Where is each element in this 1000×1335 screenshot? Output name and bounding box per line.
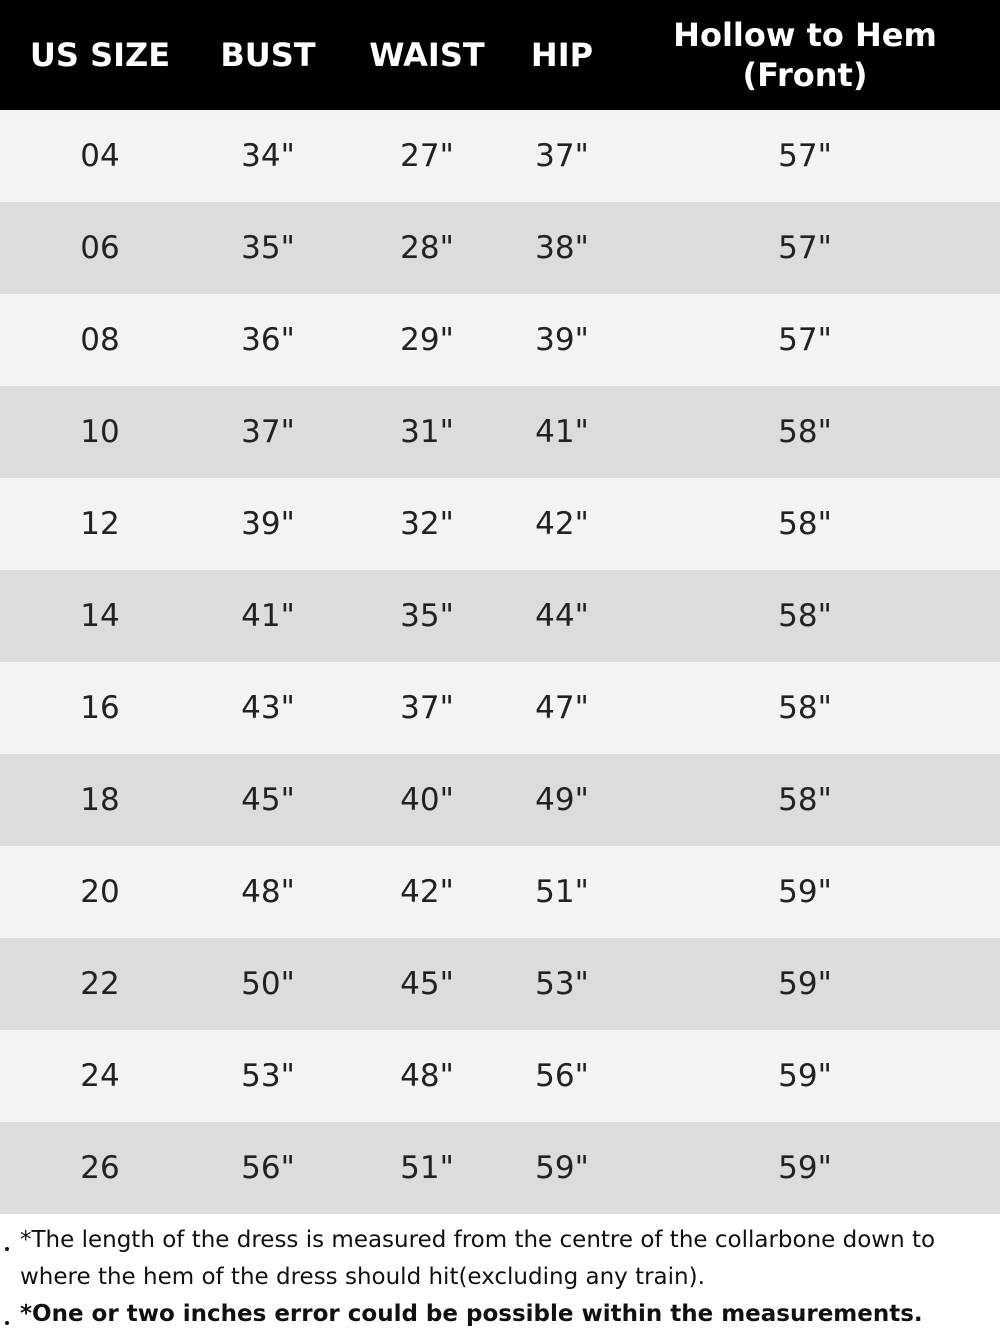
table-cell: 24 xyxy=(80,1058,120,1094)
table-row: 06 35" 28" 38" 57" xyxy=(0,202,1000,294)
table-cell: 42" xyxy=(400,874,454,910)
table-cell: 29" xyxy=(400,322,454,358)
table-cell: 26 xyxy=(80,1150,120,1186)
table-cell: 39" xyxy=(241,506,295,542)
table-cell: 14 xyxy=(80,598,120,634)
table-cell: 08 xyxy=(80,322,120,358)
table-cell: 56" xyxy=(241,1150,295,1186)
table-cell: 59" xyxy=(778,874,832,910)
header-cell: BUST xyxy=(220,36,316,74)
table-row: 18 45" 40" 49" 58" xyxy=(0,754,1000,846)
table-cell: 42" xyxy=(535,506,589,542)
table-cell: 37" xyxy=(241,414,295,450)
header-cell: Hollow to Hem (Front) xyxy=(673,16,937,94)
table-cell: 44" xyxy=(535,598,589,634)
notes: *The length of the dress is measured fro… xyxy=(0,1222,1000,1333)
table-cell: 57" xyxy=(778,322,832,358)
table-cell: 59" xyxy=(535,1150,589,1186)
table-row: 26 56" 51" 59" 59" xyxy=(0,1122,1000,1214)
note: *One or two inches error could be possib… xyxy=(0,1296,960,1333)
table-cell: 43" xyxy=(241,690,295,726)
note-text: *One or two inches error could be possib… xyxy=(20,1301,923,1327)
table-row: 24 53" 48" 56" 59" xyxy=(0,1030,1000,1122)
table-cell: 53" xyxy=(241,1058,295,1094)
table-row: 08 36" 29" 39" 57" xyxy=(0,294,1000,386)
table-cell: 50" xyxy=(241,966,295,1002)
table-cell: 45" xyxy=(400,966,454,1002)
note: *The length of the dress is measured fro… xyxy=(0,1222,960,1296)
table-cell: 35" xyxy=(400,598,454,634)
table-cell: 51" xyxy=(400,1150,454,1186)
header-cell: WAIST xyxy=(369,36,485,74)
table-row: 12 39" 32" 42" 58" xyxy=(0,478,1000,570)
table-cell: 39" xyxy=(535,322,589,358)
table-cell: 48" xyxy=(241,874,295,910)
table-cell: 04 xyxy=(80,138,120,174)
table-cell: 32" xyxy=(400,506,454,542)
table-cell: 31" xyxy=(400,414,454,450)
table-cell: 35" xyxy=(241,230,295,266)
table-cell: 58" xyxy=(778,690,832,726)
table-cell: 34" xyxy=(241,138,295,174)
table-cell: 18 xyxy=(80,782,120,818)
header-cell: HIP xyxy=(530,36,594,74)
table-row: 22 50" 45" 53" 59" xyxy=(0,938,1000,1030)
table-cell: 10 xyxy=(80,414,120,450)
table-row: 10 37" 31" 41" 58" xyxy=(0,386,1000,478)
table-cell: 41" xyxy=(535,414,589,450)
table-cell: 58" xyxy=(778,414,832,450)
table-cell: 20 xyxy=(80,874,120,910)
table-cell: 38" xyxy=(535,230,589,266)
table-cell: 59" xyxy=(778,1150,832,1186)
table-cell: 41" xyxy=(241,598,295,634)
table-cell: 45" xyxy=(241,782,295,818)
table-cell: 57" xyxy=(778,230,832,266)
table-cell: 49" xyxy=(535,782,589,818)
table-header: US SIZE BUST WAIST HIP Hollow to Hem (Front) xyxy=(0,0,1000,110)
table-cell: 57" xyxy=(778,138,832,174)
table-cell: 40" xyxy=(400,782,454,818)
table-cell: 53" xyxy=(535,966,589,1002)
table-row: 20 48" 42" 51" 59" xyxy=(0,846,1000,938)
table-cell: 37" xyxy=(400,690,454,726)
table-cell: 16 xyxy=(80,690,120,726)
table-cell: 59" xyxy=(778,966,832,1002)
table-cell: 28" xyxy=(400,230,454,266)
table-row: 16 43" 37" 47" 58" xyxy=(0,662,1000,754)
table-cell: 48" xyxy=(400,1058,454,1094)
table-cell: 37" xyxy=(535,138,589,174)
note-text: *The length of the dress is measured fro… xyxy=(20,1227,936,1290)
table-cell: 56" xyxy=(535,1058,589,1094)
table-cell: 58" xyxy=(778,782,832,818)
table-cell: 36" xyxy=(241,322,295,358)
table-cell: 06 xyxy=(80,230,120,266)
table-cell: 59" xyxy=(778,1058,832,1094)
header-cell: US SIZE xyxy=(29,36,171,74)
bullet xyxy=(5,1321,9,1325)
table-cell: 47" xyxy=(535,690,589,726)
table-row: 04 34" 27" 37" 57" xyxy=(0,110,1000,202)
table-cell: 22 xyxy=(80,966,120,1002)
table-cell: 12 xyxy=(80,506,120,542)
table-cell: 51" xyxy=(535,874,589,910)
table-cell: 27" xyxy=(400,138,454,174)
table-cell: 58" xyxy=(778,506,832,542)
bullet xyxy=(5,1247,9,1251)
table-cell: 58" xyxy=(778,598,832,634)
table-row: 14 41" 35" 44" 58" xyxy=(0,570,1000,662)
